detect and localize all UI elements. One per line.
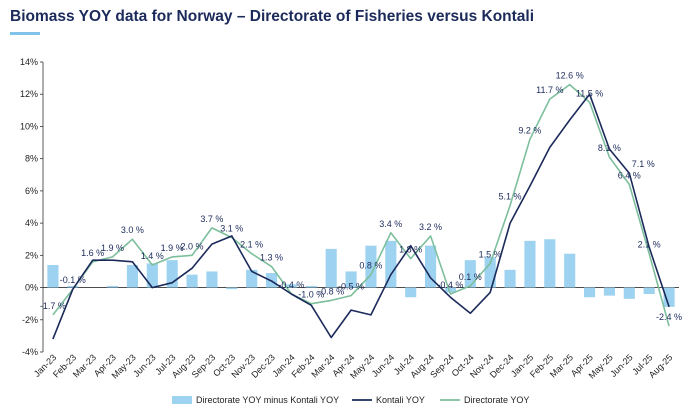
legend-swatch-bars bbox=[172, 396, 192, 404]
data-label: 7.1 % bbox=[632, 159, 655, 169]
data-label: 1.9 % bbox=[101, 243, 124, 253]
directorate-yoy-line bbox=[52, 83, 670, 327]
bar-difference bbox=[464, 260, 476, 288]
bar-difference bbox=[146, 263, 158, 288]
bar-difference bbox=[484, 256, 496, 288]
x-tick-label: Jun-23 bbox=[131, 352, 158, 379]
data-label: -0.5 % bbox=[338, 282, 364, 292]
data-label: 1.8 % bbox=[399, 245, 422, 255]
data-label: 1.6 % bbox=[81, 248, 104, 258]
y-tick-label: 8% bbox=[25, 154, 38, 164]
data-label: 6.4 % bbox=[618, 170, 641, 180]
y-tick-label: -2% bbox=[22, 315, 38, 325]
bar-difference bbox=[325, 248, 337, 288]
data-label: 2.0 % bbox=[181, 241, 204, 251]
bar-difference bbox=[564, 253, 576, 288]
bar-difference bbox=[504, 269, 516, 288]
data-label: -2.4 % bbox=[656, 312, 682, 322]
data-label: 9.2 % bbox=[518, 125, 541, 135]
page-title: Biomass YOY data for Norway – Directorat… bbox=[10, 8, 535, 25]
legend-label-kontali: Kontali YOY bbox=[376, 395, 425, 405]
legend-label-directorate: Directorate YOY bbox=[464, 395, 529, 405]
legend-label-bars: Directorate YOY minus Kontali YOY bbox=[196, 395, 339, 405]
title-underline bbox=[10, 32, 40, 35]
data-label: 3.1 % bbox=[220, 224, 243, 234]
bar-difference bbox=[47, 265, 59, 288]
data-label: 3.0 % bbox=[121, 225, 144, 235]
y-tick-label: 6% bbox=[25, 186, 38, 196]
bar-difference bbox=[603, 287, 616, 296]
bar-difference bbox=[623, 287, 635, 299]
bar-difference bbox=[345, 271, 357, 288]
data-label: 0.1 % bbox=[459, 272, 482, 282]
data-label: 11.7 % bbox=[536, 85, 563, 95]
bar-difference bbox=[663, 287, 675, 307]
bar-difference bbox=[126, 265, 139, 288]
data-label: 2.1 % bbox=[240, 240, 263, 250]
bar-difference bbox=[444, 287, 457, 293]
data-label: -0.4 % bbox=[437, 280, 463, 290]
bar-difference bbox=[424, 245, 437, 288]
bar-difference bbox=[166, 260, 178, 288]
data-label: 3.7 % bbox=[200, 214, 223, 224]
bar-difference bbox=[643, 287, 655, 294]
bar-difference bbox=[246, 269, 258, 288]
bar-difference bbox=[544, 239, 556, 288]
bar-difference bbox=[67, 285, 79, 288]
data-label: -1.0 % bbox=[298, 290, 324, 300]
data-label: -0.1 % bbox=[60, 275, 86, 285]
kontali-yoy-line bbox=[52, 93, 670, 340]
bar-difference bbox=[106, 285, 119, 288]
y-tick-label: 12% bbox=[20, 89, 38, 99]
bar-difference bbox=[583, 287, 596, 298]
bar-difference bbox=[365, 245, 377, 288]
data-label: -0.4 % bbox=[278, 280, 304, 290]
data-label: 3.2 % bbox=[419, 222, 442, 232]
y-tick-label: -4% bbox=[22, 347, 38, 357]
bar-difference bbox=[385, 240, 397, 288]
bar-difference bbox=[305, 285, 317, 288]
bar-difference bbox=[285, 284, 298, 288]
data-label: 8.1 % bbox=[598, 143, 621, 153]
bar-difference bbox=[186, 274, 198, 288]
bar-difference bbox=[524, 240, 536, 288]
data-label: 1.9 % bbox=[161, 243, 184, 253]
x-tick-label: Jun-25 bbox=[608, 352, 635, 379]
data-label: 1.5 % bbox=[479, 249, 502, 259]
y-tick-label: 14% bbox=[20, 57, 38, 67]
data-label: 3.4 % bbox=[379, 219, 402, 229]
data-label: 0.8 % bbox=[359, 261, 382, 271]
bar-difference bbox=[206, 271, 218, 288]
y-tick-label: 2% bbox=[25, 250, 38, 260]
y-tick-label: 10% bbox=[20, 121, 38, 131]
data-label: 1.3 % bbox=[260, 253, 283, 263]
bar-difference bbox=[405, 287, 417, 298]
data-label: 5.1 % bbox=[499, 191, 522, 201]
data-label: 1.4 % bbox=[141, 251, 164, 261]
data-label: 2.1 % bbox=[638, 240, 661, 250]
y-tick-label: 4% bbox=[25, 218, 38, 228]
data-label: -1.7 % bbox=[40, 301, 66, 311]
data-label: 11.5 % bbox=[576, 88, 603, 98]
data-label: 12.6 % bbox=[556, 71, 584, 81]
x-tick-label: Jun-24 bbox=[370, 352, 397, 379]
data-label: -0.8 % bbox=[318, 286, 344, 296]
bar-difference bbox=[226, 287, 238, 290]
y-tick-label: 0% bbox=[25, 283, 38, 293]
